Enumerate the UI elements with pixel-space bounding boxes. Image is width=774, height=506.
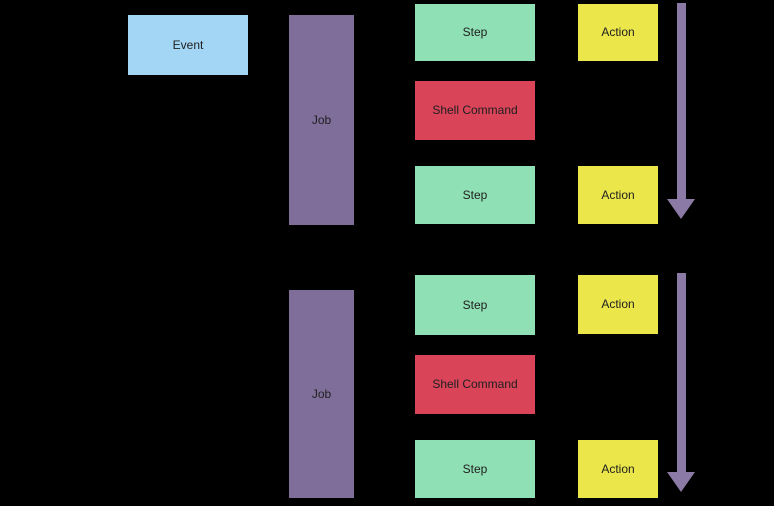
arrow-head-down-icon: [667, 472, 695, 492]
arrow-shaft: [676, 3, 686, 199]
flow-arrow-down: [667, 3, 695, 219]
step-label: Step: [462, 297, 488, 312]
action-node: Action: [578, 4, 658, 61]
job-label: Job: [311, 386, 332, 401]
step-node: Step: [415, 275, 535, 335]
flow-arrow-down: [667, 273, 695, 492]
job-node: Job: [289, 15, 354, 225]
action-label: Action: [601, 25, 635, 40]
shell-command-node: Shell Command: [415, 81, 535, 140]
shell-command-node: Shell Command: [415, 355, 535, 414]
step-label: Step: [462, 187, 488, 202]
step-label: Step: [462, 461, 488, 476]
shell-command-label: Shell Command: [432, 377, 518, 392]
step-node: Step: [415, 166, 535, 224]
arrow-shaft: [676, 273, 686, 472]
job-label: Job: [311, 112, 332, 127]
step-node: Step: [415, 4, 535, 61]
event-node: Event: [128, 15, 248, 75]
event-label: Event: [172, 37, 204, 52]
shell-command-label: Shell Command: [432, 103, 518, 118]
action-node: Action: [578, 166, 658, 224]
action-node: Action: [578, 275, 658, 334]
action-label: Action: [601, 187, 635, 202]
step-node: Step: [415, 440, 535, 498]
action-label: Action: [601, 461, 635, 476]
action-node: Action: [578, 440, 658, 498]
step-label: Step: [462, 25, 488, 40]
arrow-head-down-icon: [667, 199, 695, 219]
job-node: Job: [289, 290, 354, 498]
action-label: Action: [601, 297, 635, 312]
